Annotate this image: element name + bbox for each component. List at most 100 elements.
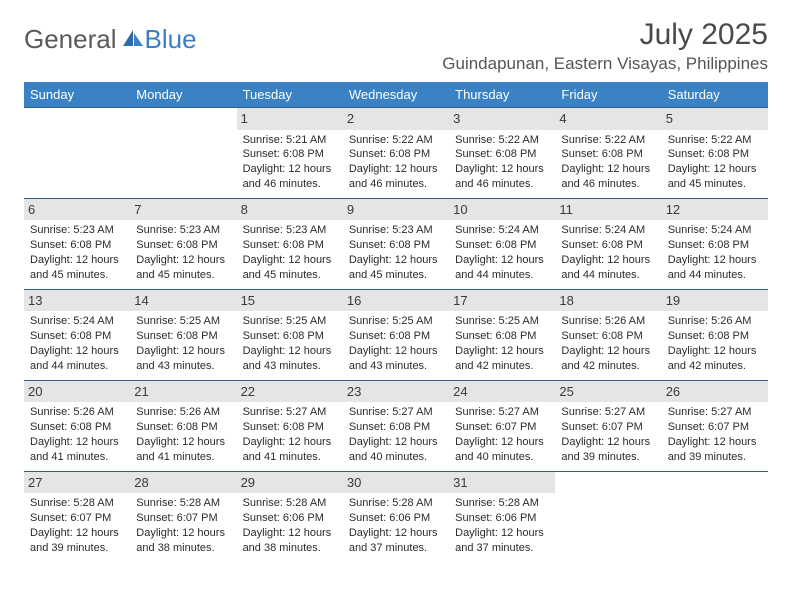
- daylight-text: Daylight: 12 hours and 46 minutes.: [349, 162, 443, 192]
- calendar-cell: [555, 471, 661, 561]
- day-number: 5: [662, 108, 768, 130]
- day-number: 29: [237, 472, 343, 494]
- calendar-cell: 13Sunrise: 5:24 AMSunset: 6:08 PMDayligh…: [24, 289, 130, 380]
- calendar-cell: 9Sunrise: 5:23 AMSunset: 6:08 PMDaylight…: [343, 198, 449, 289]
- calendar-row: 1Sunrise: 5:21 AMSunset: 6:08 PMDaylight…: [24, 108, 768, 199]
- calendar-row: 6Sunrise: 5:23 AMSunset: 6:08 PMDaylight…: [24, 198, 768, 289]
- sunrise-text: Sunrise: 5:27 AM: [243, 405, 337, 420]
- daylight-text: Daylight: 12 hours and 44 minutes.: [561, 253, 655, 283]
- day-number: 12: [662, 199, 768, 221]
- sunrise-text: Sunrise: 5:28 AM: [30, 496, 124, 511]
- sunrise-text: Sunrise: 5:26 AM: [561, 314, 655, 329]
- calendar-cell: 12Sunrise: 5:24 AMSunset: 6:08 PMDayligh…: [662, 198, 768, 289]
- sunrise-text: Sunrise: 5:27 AM: [455, 405, 549, 420]
- daylight-text: Daylight: 12 hours and 46 minutes.: [561, 162, 655, 192]
- daylight-text: Daylight: 12 hours and 37 minutes.: [349, 526, 443, 556]
- calendar-cell: 24Sunrise: 5:27 AMSunset: 6:07 PMDayligh…: [449, 380, 555, 471]
- sunrise-text: Sunrise: 5:24 AM: [561, 223, 655, 238]
- sunrise-text: Sunrise: 5:28 AM: [349, 496, 443, 511]
- daylight-text: Daylight: 12 hours and 43 minutes.: [243, 344, 337, 374]
- day-number: 15: [237, 290, 343, 312]
- sunrise-text: Sunrise: 5:27 AM: [349, 405, 443, 420]
- calendar-cell: 17Sunrise: 5:25 AMSunset: 6:08 PMDayligh…: [449, 289, 555, 380]
- daylight-text: Daylight: 12 hours and 46 minutes.: [455, 162, 549, 192]
- daylight-text: Daylight: 12 hours and 41 minutes.: [243, 435, 337, 465]
- sunset-text: Sunset: 6:06 PM: [243, 511, 337, 526]
- sunset-text: Sunset: 6:06 PM: [455, 511, 549, 526]
- logo-text-b: Blue: [145, 24, 197, 55]
- day-number: 3: [449, 108, 555, 130]
- day-number: 9: [343, 199, 449, 221]
- daylight-text: Daylight: 12 hours and 45 minutes.: [349, 253, 443, 283]
- day-number: 17: [449, 290, 555, 312]
- day-number: 7: [130, 199, 236, 221]
- daylight-text: Daylight: 12 hours and 39 minutes.: [668, 435, 762, 465]
- calendar-cell: 27Sunrise: 5:28 AMSunset: 6:07 PMDayligh…: [24, 471, 130, 561]
- sunset-text: Sunset: 6:08 PM: [243, 147, 337, 162]
- sunset-text: Sunset: 6:08 PM: [668, 147, 762, 162]
- sunrise-text: Sunrise: 5:25 AM: [136, 314, 230, 329]
- sunrise-text: Sunrise: 5:24 AM: [30, 314, 124, 329]
- daylight-text: Daylight: 12 hours and 40 minutes.: [349, 435, 443, 465]
- day-number: 8: [237, 199, 343, 221]
- day-number: 10: [449, 199, 555, 221]
- day-number: 20: [24, 381, 130, 403]
- daylight-text: Daylight: 12 hours and 45 minutes.: [30, 253, 124, 283]
- calendar-table: SundayMondayTuesdayWednesdayThursdayFrid…: [24, 82, 768, 562]
- daylight-text: Daylight: 12 hours and 45 minutes.: [243, 253, 337, 283]
- day-number: 11: [555, 199, 661, 221]
- calendar-cell: 31Sunrise: 5:28 AMSunset: 6:06 PMDayligh…: [449, 471, 555, 561]
- daylight-text: Daylight: 12 hours and 39 minutes.: [30, 526, 124, 556]
- sunrise-text: Sunrise: 5:25 AM: [349, 314, 443, 329]
- sunrise-text: Sunrise: 5:26 AM: [668, 314, 762, 329]
- daylight-text: Daylight: 12 hours and 42 minutes.: [455, 344, 549, 374]
- calendar-cell: 3Sunrise: 5:22 AMSunset: 6:08 PMDaylight…: [449, 108, 555, 199]
- logo-text-a: General: [24, 24, 117, 55]
- calendar-cell: 11Sunrise: 5:24 AMSunset: 6:08 PMDayligh…: [555, 198, 661, 289]
- sunset-text: Sunset: 6:08 PM: [455, 329, 549, 344]
- day-header-row: SundayMondayTuesdayWednesdayThursdayFrid…: [24, 82, 768, 108]
- day-number: 21: [130, 381, 236, 403]
- daylight-text: Daylight: 12 hours and 41 minutes.: [30, 435, 124, 465]
- sunset-text: Sunset: 6:07 PM: [30, 511, 124, 526]
- calendar-cell: [662, 471, 768, 561]
- sunset-text: Sunset: 6:06 PM: [349, 511, 443, 526]
- daylight-text: Daylight: 12 hours and 42 minutes.: [668, 344, 762, 374]
- sunset-text: Sunset: 6:08 PM: [455, 147, 549, 162]
- sunrise-text: Sunrise: 5:27 AM: [668, 405, 762, 420]
- calendar-cell: 22Sunrise: 5:27 AMSunset: 6:08 PMDayligh…: [237, 380, 343, 471]
- sunrise-text: Sunrise: 5:24 AM: [455, 223, 549, 238]
- day-header: Monday: [130, 82, 236, 108]
- sunset-text: Sunset: 6:07 PM: [136, 511, 230, 526]
- sunset-text: Sunset: 6:08 PM: [30, 420, 124, 435]
- day-header: Friday: [555, 82, 661, 108]
- sunset-text: Sunset: 6:08 PM: [349, 147, 443, 162]
- calendar-cell: 30Sunrise: 5:28 AMSunset: 6:06 PMDayligh…: [343, 471, 449, 561]
- sunset-text: Sunset: 6:07 PM: [668, 420, 762, 435]
- calendar-cell: 26Sunrise: 5:27 AMSunset: 6:07 PMDayligh…: [662, 380, 768, 471]
- calendar-row: 20Sunrise: 5:26 AMSunset: 6:08 PMDayligh…: [24, 380, 768, 471]
- sunrise-text: Sunrise: 5:23 AM: [30, 223, 124, 238]
- day-number: 13: [24, 290, 130, 312]
- sunset-text: Sunset: 6:08 PM: [561, 329, 655, 344]
- sunset-text: Sunset: 6:08 PM: [243, 238, 337, 253]
- daylight-text: Daylight: 12 hours and 38 minutes.: [136, 526, 230, 556]
- sunrise-text: Sunrise: 5:21 AM: [243, 133, 337, 148]
- calendar-cell: 6Sunrise: 5:23 AMSunset: 6:08 PMDaylight…: [24, 198, 130, 289]
- logo: General Blue: [24, 18, 197, 55]
- sunrise-text: Sunrise: 5:28 AM: [455, 496, 549, 511]
- sunset-text: Sunset: 6:08 PM: [136, 238, 230, 253]
- calendar-cell: 1Sunrise: 5:21 AMSunset: 6:08 PMDaylight…: [237, 108, 343, 199]
- calendar-cell: 21Sunrise: 5:26 AMSunset: 6:08 PMDayligh…: [130, 380, 236, 471]
- daylight-text: Daylight: 12 hours and 41 minutes.: [136, 435, 230, 465]
- day-number: 1: [237, 108, 343, 130]
- calendar-cell: 23Sunrise: 5:27 AMSunset: 6:08 PMDayligh…: [343, 380, 449, 471]
- daylight-text: Daylight: 12 hours and 45 minutes.: [136, 253, 230, 283]
- calendar-cell: 10Sunrise: 5:24 AMSunset: 6:08 PMDayligh…: [449, 198, 555, 289]
- sunrise-text: Sunrise: 5:27 AM: [561, 405, 655, 420]
- calendar-cell: 5Sunrise: 5:22 AMSunset: 6:08 PMDaylight…: [662, 108, 768, 199]
- day-number: 18: [555, 290, 661, 312]
- sunrise-text: Sunrise: 5:22 AM: [349, 133, 443, 148]
- calendar-cell: 4Sunrise: 5:22 AMSunset: 6:08 PMDaylight…: [555, 108, 661, 199]
- sunset-text: Sunset: 6:08 PM: [455, 238, 549, 253]
